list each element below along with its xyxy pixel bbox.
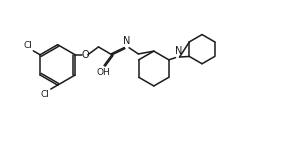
Text: N: N <box>123 36 131 46</box>
Text: N: N <box>175 46 182 56</box>
Text: Cl: Cl <box>23 41 32 50</box>
Text: Cl: Cl <box>41 90 50 99</box>
Text: OH: OH <box>96 68 110 77</box>
Text: O: O <box>81 50 89 60</box>
